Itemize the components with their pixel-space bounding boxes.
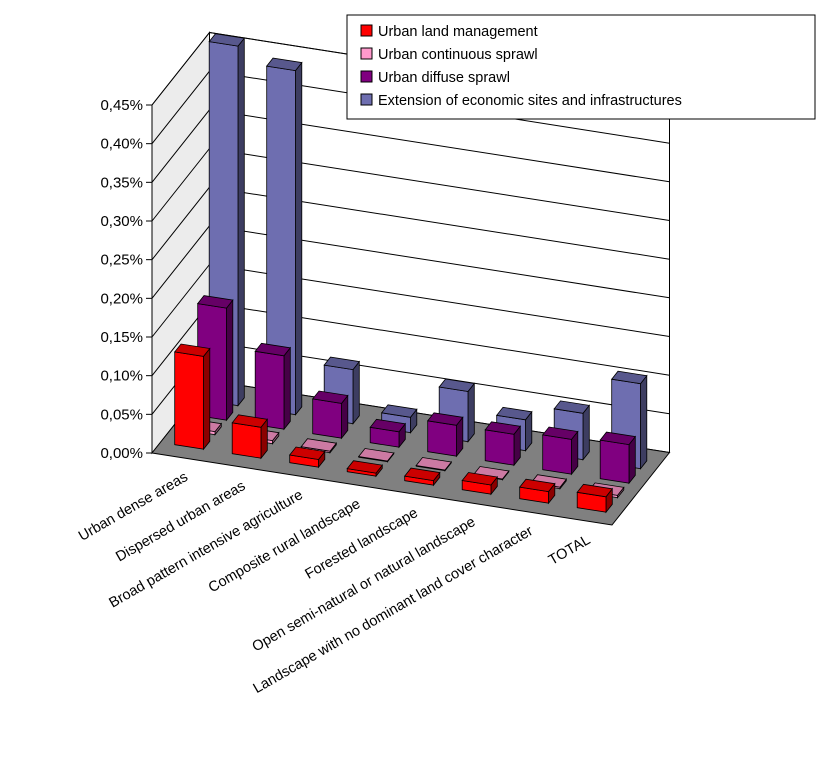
y-tick-label: 0,20%	[100, 290, 143, 307]
bar-front	[231, 422, 262, 459]
y-tick-label: 0,10%	[100, 368, 143, 385]
legend: Urban land management Urban continuous sp…	[346, 14, 816, 120]
y-tick-label: 0,05%	[100, 406, 143, 423]
bar-top	[484, 421, 522, 435]
legend-item: Urban continuous sprawl	[360, 47, 538, 63]
y-tick-label: 0,45%	[100, 97, 143, 114]
bar	[426, 412, 464, 458]
bar-top	[426, 412, 464, 426]
bar-front	[427, 420, 457, 457]
bar-top	[553, 400, 591, 414]
bar	[403, 467, 441, 487]
bar-front	[312, 398, 342, 439]
y-axis-ticks: 0,00% 0,05% 0,10% 0,15% 0,20% 0,25% 0,30% 0,35%…	[100, 97, 153, 462]
bar-side	[237, 37, 245, 407]
legend-swatch	[360, 70, 373, 83]
bar	[541, 426, 579, 476]
bar-top	[380, 404, 418, 418]
bar-side	[640, 374, 648, 470]
bar	[415, 457, 453, 472]
bar-top	[610, 370, 648, 385]
bar-top	[311, 390, 349, 404]
bar	[288, 446, 326, 469]
y-tick-label: 0,15%	[100, 329, 143, 346]
bar-front	[254, 350, 285, 430]
bar-front	[599, 439, 630, 484]
bar-top	[495, 406, 533, 421]
bar-top	[461, 472, 499, 486]
bar-side	[295, 61, 303, 416]
bar-top	[346, 460, 384, 474]
bar-top	[599, 431, 637, 446]
bar	[265, 57, 303, 416]
y-tick-label: 0,35%	[100, 174, 143, 191]
legend-swatch	[360, 47, 373, 60]
bar	[461, 472, 499, 496]
bar	[599, 431, 637, 485]
y-tick-label: 0,00%	[100, 445, 143, 462]
legend-item: Urban diffuse sprawl	[360, 70, 510, 86]
legend-item: Extension of economic sites and infrastr…	[360, 93, 682, 109]
y-tick-label: 0,40%	[100, 136, 143, 153]
legend-swatch	[360, 24, 373, 37]
bar-top	[541, 426, 579, 440]
legend-label: Extension of economic sites and infrastr…	[378, 93, 682, 109]
legend-box	[346, 14, 816, 120]
bar-side	[582, 404, 590, 461]
legend-swatch	[360, 93, 373, 106]
bar-side	[203, 347, 211, 451]
bar-front	[484, 429, 515, 466]
chart-bars	[173, 33, 648, 514]
bar	[173, 343, 211, 451]
bar	[369, 418, 407, 449]
bar	[254, 342, 292, 431]
legend-label: Urban continuous sprawl	[378, 47, 538, 63]
bar-top	[254, 342, 292, 357]
bar-top	[231, 414, 269, 428]
bar-top	[208, 33, 246, 47]
legend-item: Urban land management	[360, 24, 538, 40]
bar	[311, 390, 349, 440]
bar	[576, 483, 614, 514]
bar-top	[438, 378, 476, 392]
bar-top	[173, 343, 211, 357]
x-tick-label: TOTAL	[546, 532, 593, 569]
bar	[231, 414, 269, 460]
bar-top	[288, 446, 326, 460]
bar-side	[226, 298, 234, 422]
bar-top	[323, 356, 361, 371]
bar	[484, 421, 522, 467]
bar-top	[196, 295, 234, 309]
y-tick-label: 0,25%	[100, 252, 143, 269]
legend-label: Urban land management	[378, 24, 538, 40]
bar-top	[415, 457, 453, 471]
bar-side	[467, 382, 475, 443]
y-tick-label: 0,30%	[100, 213, 143, 230]
bar-top	[300, 438, 338, 452]
bar-side	[283, 346, 291, 431]
bar-top	[369, 418, 407, 433]
bar-top	[576, 483, 614, 498]
bar-front	[174, 351, 204, 450]
bar-top	[403, 467, 441, 482]
bar	[346, 460, 384, 478]
bar	[357, 448, 395, 463]
bar-top	[518, 478, 556, 493]
bar	[518, 478, 556, 505]
legend-label: Urban diffuse sprawl	[378, 70, 510, 86]
bar-front	[542, 434, 572, 475]
bar-side	[352, 360, 360, 425]
x-tick-label: Dispersed urban areas	[113, 478, 248, 565]
bar-top	[265, 57, 303, 72]
bar-top	[357, 448, 395, 462]
